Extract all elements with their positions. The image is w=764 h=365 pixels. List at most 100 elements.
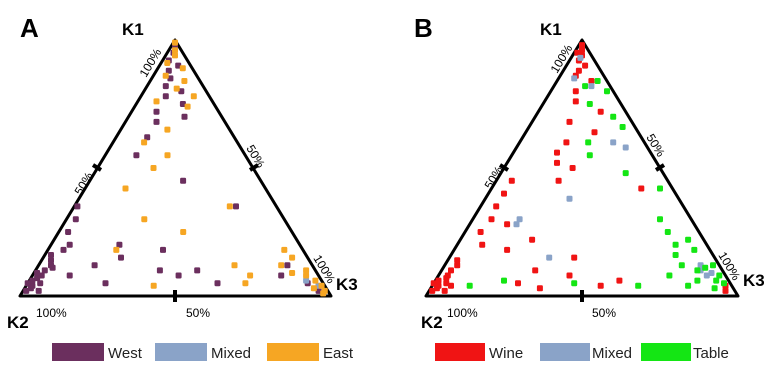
- point-b-mixed-6: [516, 216, 523, 223]
- point-b-wine-20: [504, 221, 511, 228]
- point-a-east-20: [231, 262, 238, 269]
- legend-label-east: East: [323, 345, 354, 362]
- point-b-wine-44: [554, 149, 560, 156]
- point-b-wine-19: [508, 177, 515, 184]
- point-a-east-34: [278, 262, 285, 269]
- panel-a-vertex-k1: K1: [122, 20, 144, 39]
- panel-b-label-bottom-50: 50%: [592, 306, 616, 320]
- point-a-west-11: [34, 270, 41, 276]
- point-b-wine-29: [579, 42, 585, 49]
- point-b-wine-42: [591, 129, 598, 136]
- point-b-mixed-1: [571, 75, 578, 82]
- point-b-wine-30: [579, 47, 585, 54]
- point-b-wine-39: [572, 98, 579, 105]
- point-a-west-25: [156, 267, 163, 274]
- point-a-east-19: [113, 246, 120, 253]
- point-b-wine-47: [555, 177, 562, 184]
- panel-b-tick-k3-edge: [654, 163, 666, 172]
- point-b-wine-36: [588, 78, 595, 84]
- point-a-east-8: [190, 93, 197, 100]
- point-b-wine-37: [574, 49, 581, 56]
- point-a-west-39: [179, 101, 186, 107]
- point-a-east-10: [184, 103, 191, 110]
- point-a-west-46: [233, 203, 239, 210]
- point-a-east-17: [141, 216, 148, 223]
- point-b-wine-15: [477, 229, 484, 235]
- point-b-table-14: [691, 246, 698, 253]
- point-a-west-6: [38, 272, 45, 279]
- panel-a-label-k2-100: 100%: [36, 306, 67, 320]
- point-b-table-3: [586, 101, 593, 107]
- legend-swatch-west: [52, 343, 104, 361]
- point-b-table-10: [657, 216, 663, 223]
- point-b-wine-0: [429, 287, 436, 294]
- point-b-mixed-4: [622, 144, 629, 151]
- point-b-wine-24: [616, 277, 623, 284]
- point-b-mixed-3: [610, 139, 617, 146]
- point-a-west-36: [162, 83, 169, 90]
- point-a-west-35: [167, 75, 174, 82]
- panel-b-vertex-k2: K2: [421, 313, 443, 332]
- point-a-east-18: [180, 229, 187, 235]
- point-b-wine-9: [454, 257, 461, 264]
- point-a-west-15: [72, 216, 79, 223]
- point-a-east-6: [181, 78, 188, 84]
- point-a-east-26: [303, 267, 310, 274]
- panel-a-tick-k3-edge: [248, 163, 260, 172]
- point-b-table-24: [694, 277, 701, 284]
- point-b-wine-40: [597, 108, 604, 115]
- point-b-wine-21: [529, 236, 536, 243]
- point-b-table-29: [501, 277, 507, 284]
- point-b-wine-25: [532, 267, 539, 274]
- point-b-table-15: [672, 252, 679, 258]
- point-a-west-12: [34, 275, 41, 282]
- legend-swatch-mixed: [155, 343, 207, 361]
- point-a-west-45: [180, 177, 187, 184]
- point-a-west-21: [91, 262, 98, 269]
- point-a-west-41: [153, 118, 160, 125]
- point-b-wine-46: [569, 165, 576, 171]
- point-a-east-33: [289, 270, 296, 276]
- point-a-west-26: [160, 246, 166, 253]
- point-a-east-0: [172, 39, 178, 46]
- point-a-east-2: [172, 52, 178, 59]
- point-b-wine-14: [504, 246, 511, 253]
- point-b-wine-33: [582, 62, 589, 69]
- point-a-west-48: [278, 272, 285, 279]
- point-b-wine-5: [435, 277, 442, 284]
- point-b-table-13: [672, 241, 679, 248]
- point-a-west-37: [178, 88, 185, 95]
- point-b-wine-41: [566, 118, 573, 125]
- point-a-west-34: [165, 67, 172, 74]
- point-a-west-19: [48, 262, 54, 269]
- point-a-west-29: [214, 280, 221, 287]
- point-b-wine-22: [571, 254, 578, 261]
- panel-b-label-k2-100: 100%: [447, 306, 478, 320]
- point-b-wine-10: [430, 280, 437, 287]
- point-b-wine-23: [566, 272, 573, 279]
- point-b-mixed-5: [566, 195, 573, 202]
- point-a-east-32: [320, 290, 327, 297]
- legend-swatch-table: [641, 343, 691, 361]
- point-b-table-0: [594, 78, 601, 84]
- point-a-east-1: [172, 47, 178, 54]
- panel-a: A K1 K2 K3 100% 50% 100% 50% 50% 100% We…: [7, 13, 358, 362]
- point-b-wine-17: [493, 203, 500, 210]
- point-a-west-50: [315, 287, 322, 294]
- point-a-east-23: [242, 280, 249, 287]
- legend-label-wine: Wine: [489, 345, 523, 362]
- point-b-table-6: [585, 139, 592, 146]
- panel-a-letter: A: [20, 13, 39, 43]
- point-a-west-18: [60, 246, 67, 253]
- point-a-west-23: [118, 254, 124, 261]
- point-a-east-4: [179, 65, 186, 72]
- panel-b: B K1 K2 K3 100% 50% 100% 50% 50% 100% Wi…: [414, 13, 764, 362]
- point-a-east-25: [289, 254, 296, 261]
- point-a-west-0: [23, 287, 30, 294]
- point-a-west-27: [175, 272, 182, 279]
- point-a-east-29: [310, 285, 317, 292]
- point-b-table-11: [664, 229, 671, 235]
- legend-label-mixed-b: Mixed: [592, 345, 632, 362]
- panel-a-vertex-k2: K2: [7, 313, 29, 332]
